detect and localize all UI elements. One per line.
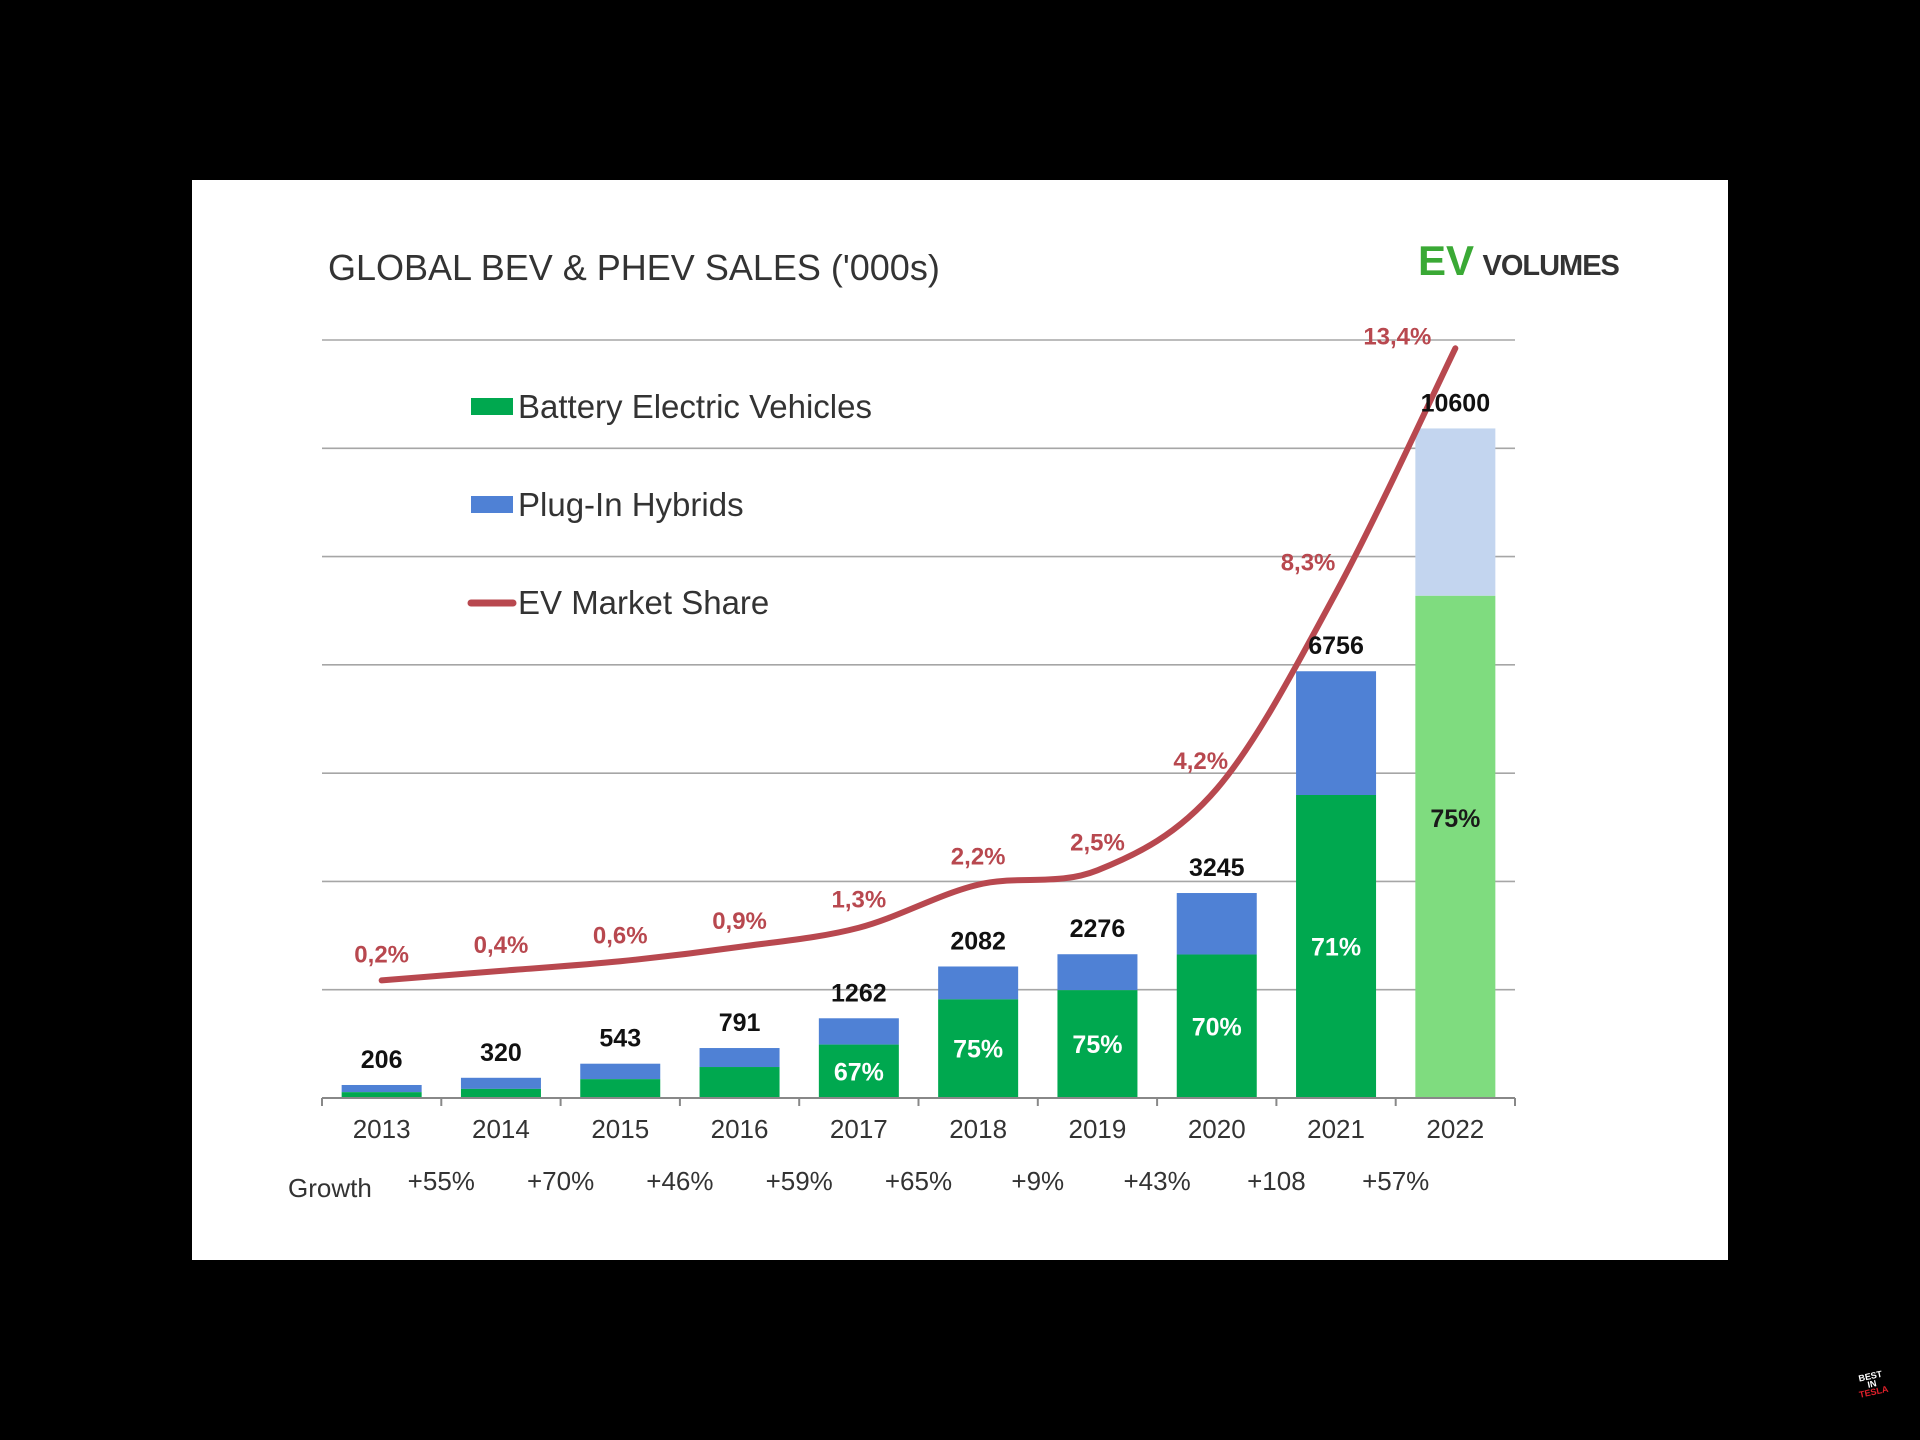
chart-title: GLOBAL BEV & PHEV SALES ('000s) xyxy=(328,247,940,288)
bar-bev xyxy=(938,999,1019,1098)
legend-swatch-phev xyxy=(471,496,513,513)
bar-phev xyxy=(1176,893,1257,955)
x-tick-label: 2013 xyxy=(353,1114,411,1144)
growth-value: +70% xyxy=(527,1166,594,1196)
growth-value: +57% xyxy=(1362,1166,1429,1196)
market-share-label: 1,3% xyxy=(831,887,886,914)
bar-phev xyxy=(938,966,1019,1000)
bar-total-label: 543 xyxy=(599,1025,641,1053)
data-labels: 206 320 543 791 1262 67% 2082 75% 2276 75% 3245 70%… xyxy=(354,323,1490,1086)
bar-phev xyxy=(580,1063,661,1080)
bar-total-label: 10600 xyxy=(1421,389,1491,417)
ev-volumes-logo: EV VOLUMES xyxy=(1418,237,1620,284)
bar-bev xyxy=(580,1079,661,1098)
legend-swatch-bev xyxy=(471,398,513,415)
market-share-label: 4,2% xyxy=(1173,748,1228,775)
bar-phev xyxy=(699,1048,780,1068)
bar-total-label: 320 xyxy=(480,1039,522,1067)
bar-total-label: 206 xyxy=(361,1046,403,1074)
legend-label-bev: Battery Electric Vehicles xyxy=(518,388,872,425)
growth-value: +55% xyxy=(408,1166,475,1196)
growth-value: +43% xyxy=(1123,1166,1190,1196)
bar-bev xyxy=(699,1067,780,1098)
bar-total-label: 3245 xyxy=(1189,854,1245,882)
growth-value: +59% xyxy=(766,1166,833,1196)
bar-bev xyxy=(460,1088,541,1098)
market-share-label: 2,2% xyxy=(951,844,1006,871)
x-tick-label: 2014 xyxy=(472,1114,530,1144)
bars xyxy=(341,428,1496,1098)
bev-share-label: 75% xyxy=(1430,805,1480,833)
bar-total-label: 2082 xyxy=(950,927,1006,955)
bar-phev xyxy=(341,1084,422,1093)
bar-bev xyxy=(1176,954,1257,1098)
x-tick-label: 2018 xyxy=(949,1114,1007,1144)
bar-phev xyxy=(1296,671,1377,796)
logo-ev: EV xyxy=(1418,237,1474,284)
bev-share-label: 67% xyxy=(834,1058,884,1086)
market-share-label: 8,3% xyxy=(1281,550,1336,577)
x-tick-label: 2015 xyxy=(591,1114,649,1144)
bar-bev xyxy=(1415,595,1496,1098)
bar-bev xyxy=(1296,795,1377,1098)
growth-value: +108 xyxy=(1247,1166,1306,1196)
bar-phev xyxy=(460,1077,541,1089)
bar-total-label: 791 xyxy=(719,1009,761,1037)
bar-phev xyxy=(1057,954,1138,991)
growth-value: +65% xyxy=(885,1166,952,1196)
bar-phev xyxy=(1415,428,1496,596)
bar-phev xyxy=(818,1018,899,1045)
bev-share-label: 71% xyxy=(1311,934,1361,962)
growth-row: Growth +55% +70% +46% +59% +65% +9% +43% +108 +5… xyxy=(288,1166,1429,1203)
legend-label-phev: Plug-In Hybrids xyxy=(518,486,744,523)
legend: Battery Electric Vehicles Plug-In Hybrid… xyxy=(467,388,872,621)
bar-total-label: 2276 xyxy=(1070,915,1126,943)
bar-total-label: 1262 xyxy=(831,979,887,1007)
legend-label-share: EV Market Share xyxy=(518,584,769,621)
bar-bev xyxy=(1057,990,1138,1098)
bev-share-label: 75% xyxy=(953,1036,1003,1064)
x-tick-label: 2017 xyxy=(830,1114,888,1144)
growth-value: +46% xyxy=(646,1166,713,1196)
x-tick-label: 2016 xyxy=(711,1114,769,1144)
bev-share-label: 70% xyxy=(1192,1013,1242,1041)
x-axis: 2013 2014 2015 2016 2017 2018 2019 2020 2021 2022 xyxy=(321,1097,1516,1144)
bev-share-label: 75% xyxy=(1072,1031,1122,1059)
logo-volumes: VOLUMES xyxy=(1482,250,1619,282)
market-share-label: 0,2% xyxy=(354,941,409,968)
market-share-label: 0,6% xyxy=(593,922,648,949)
market-share-label: 0,4% xyxy=(474,932,529,959)
growth-value: +9% xyxy=(1011,1166,1064,1196)
market-share-label: 2,5% xyxy=(1070,829,1125,856)
market-share-label: 0,9% xyxy=(712,908,767,935)
bar-total-label: 6756 xyxy=(1308,632,1364,660)
market-share-line xyxy=(378,345,1459,984)
bar-bev xyxy=(341,1092,422,1098)
bar-bev xyxy=(818,1044,899,1098)
growth-row-label: Growth xyxy=(288,1173,372,1203)
x-tick-label: 2021 xyxy=(1307,1114,1365,1144)
x-tick-label: 2022 xyxy=(1426,1114,1484,1144)
market-share-label: 13,4% xyxy=(1363,323,1431,350)
x-tick-label: 2020 xyxy=(1188,1114,1246,1144)
x-tick-label: 2019 xyxy=(1069,1114,1127,1144)
market-share-path xyxy=(378,345,1459,984)
